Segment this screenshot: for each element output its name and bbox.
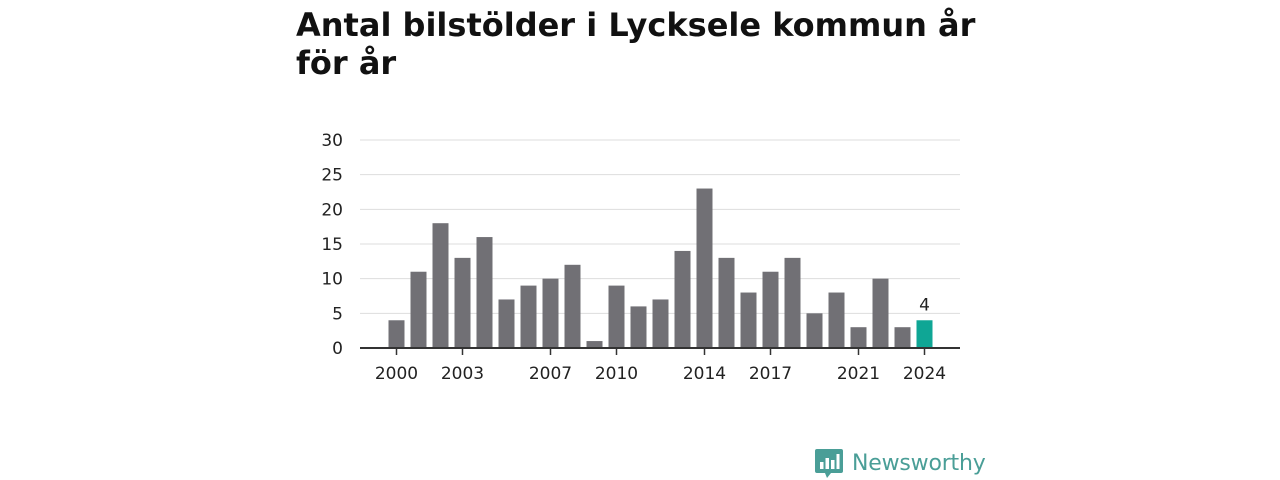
y-tick-label: 25 xyxy=(321,166,343,186)
x-tick-label: 2014 xyxy=(683,364,726,384)
bar-2017 xyxy=(762,271,779,348)
y-tick-label: 10 xyxy=(321,270,343,290)
newsworthy-bar-chart-logo-icon xyxy=(815,449,843,478)
bar-2003 xyxy=(454,257,471,348)
bar-2006 xyxy=(520,285,537,348)
bar-2018 xyxy=(784,257,801,348)
bar-2001 xyxy=(410,271,427,348)
bar-2002 xyxy=(432,223,449,348)
bar-2000 xyxy=(388,320,405,348)
axes xyxy=(360,347,960,355)
logo-text: Newsworthy xyxy=(852,450,986,476)
x-tick-label: 2000 xyxy=(375,364,418,384)
bar-2020 xyxy=(828,292,845,348)
bar-2007 xyxy=(542,278,559,348)
x-tick-label: 2010 xyxy=(595,364,638,384)
bar-2012 xyxy=(652,299,669,348)
bar-2004 xyxy=(476,237,493,348)
labels: 0 5 10 15 20 25 30 2000 2003 2007 2010 2014 2017 2021… xyxy=(321,131,946,384)
bar-2014 xyxy=(696,188,713,348)
bar-2013 xyxy=(674,250,691,348)
bars xyxy=(388,188,933,348)
bar-2021 xyxy=(850,327,867,348)
y-tick-label: 30 xyxy=(321,131,343,151)
bar-2022 xyxy=(872,278,889,348)
y-tick-label: 15 xyxy=(321,235,343,255)
x-tick-label: 2017 xyxy=(749,364,792,384)
y-tick-label: 5 xyxy=(332,304,343,324)
gridlines xyxy=(360,139,960,314)
x-tick-label: 2021 xyxy=(837,364,880,384)
bar-2008 xyxy=(564,264,581,348)
bar-2016 xyxy=(740,292,757,348)
data-label-2024: 4 xyxy=(919,295,930,315)
x-tick-label: 2003 xyxy=(441,364,484,384)
bar-2009 xyxy=(586,341,603,348)
newsworthy-logo: Newsworthy xyxy=(814,446,986,480)
bar-2011 xyxy=(630,306,647,348)
x-tick-label: 2024 xyxy=(903,364,946,384)
bar-2015 xyxy=(718,257,735,348)
bar-2023 xyxy=(894,327,911,348)
bar-2010 xyxy=(608,285,625,348)
bar-2019 xyxy=(806,313,823,348)
y-tick-label: 20 xyxy=(321,200,343,220)
bar-2005 xyxy=(498,299,515,348)
y-tick-label: 0 xyxy=(332,339,343,359)
chart-title: Antal bilstölder i Lycksele kommun år fö… xyxy=(296,6,976,82)
x-tick-label: 2007 xyxy=(529,364,572,384)
bar-2024 xyxy=(916,320,933,348)
